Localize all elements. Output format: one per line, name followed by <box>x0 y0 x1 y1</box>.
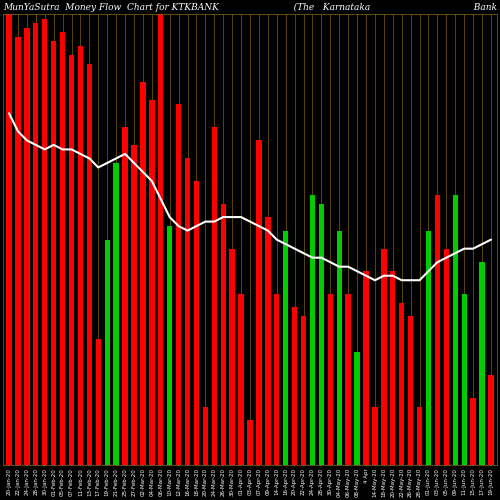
Bar <box>149 100 154 465</box>
Bar <box>158 14 164 465</box>
Bar <box>248 420 252 465</box>
Bar <box>346 294 351 465</box>
Bar <box>78 46 83 465</box>
Bar <box>230 248 235 465</box>
Bar <box>318 204 324 465</box>
Bar <box>408 316 414 465</box>
Bar <box>194 181 199 465</box>
Bar <box>336 230 342 465</box>
Bar <box>167 226 172 465</box>
Bar <box>24 28 30 465</box>
Bar <box>185 158 190 465</box>
Bar <box>51 41 57 465</box>
Text: MunYaSutra  Money Flow  Chart for KTKBANK                          (The   Karnat: MunYaSutra Money Flow Chart for KTKBANK … <box>3 3 500 12</box>
Bar <box>372 406 378 465</box>
Bar <box>444 248 449 465</box>
Bar <box>480 262 484 465</box>
Bar <box>265 217 270 465</box>
Bar <box>292 308 298 465</box>
Bar <box>301 316 306 465</box>
Bar <box>6 14 12 465</box>
Bar <box>417 406 422 465</box>
Bar <box>238 294 244 465</box>
Bar <box>114 163 119 465</box>
Bar <box>176 104 182 465</box>
Bar <box>470 398 476 465</box>
Bar <box>399 303 404 465</box>
Bar <box>256 140 262 465</box>
Bar <box>16 36 20 465</box>
Bar <box>140 82 145 465</box>
Bar <box>86 64 92 465</box>
Bar <box>60 32 66 465</box>
Bar <box>426 230 431 465</box>
Bar <box>212 127 217 465</box>
Bar <box>452 194 458 465</box>
Bar <box>328 294 333 465</box>
Bar <box>488 375 494 465</box>
Bar <box>354 352 360 465</box>
Bar <box>283 230 288 465</box>
Bar <box>104 240 110 465</box>
Bar <box>33 23 38 465</box>
Bar <box>462 294 467 465</box>
Bar <box>434 194 440 465</box>
Bar <box>122 127 128 465</box>
Bar <box>69 54 74 465</box>
Bar <box>220 204 226 465</box>
Bar <box>390 271 396 465</box>
Bar <box>364 271 368 465</box>
Bar <box>381 248 386 465</box>
Bar <box>310 194 315 465</box>
Bar <box>132 145 136 465</box>
Bar <box>274 294 280 465</box>
Bar <box>202 406 208 465</box>
Bar <box>42 18 48 465</box>
Bar <box>96 339 101 465</box>
